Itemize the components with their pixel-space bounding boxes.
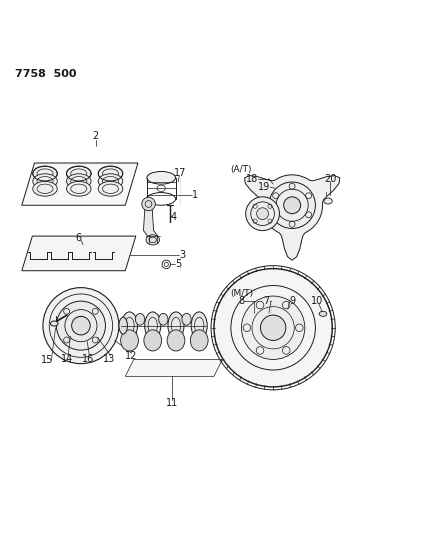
Text: 2: 2 <box>92 132 99 141</box>
Polygon shape <box>143 204 158 243</box>
Ellipse shape <box>67 174 91 189</box>
Polygon shape <box>22 236 136 271</box>
Ellipse shape <box>33 181 57 196</box>
Polygon shape <box>125 359 223 376</box>
Circle shape <box>257 208 268 220</box>
Circle shape <box>269 182 315 229</box>
Text: 12: 12 <box>125 351 138 361</box>
Circle shape <box>71 317 90 335</box>
Ellipse shape <box>191 312 207 340</box>
Text: 11: 11 <box>166 398 178 408</box>
Circle shape <box>246 197 279 231</box>
Ellipse shape <box>135 313 145 325</box>
Ellipse shape <box>122 312 137 340</box>
Polygon shape <box>22 163 138 205</box>
Text: 15: 15 <box>41 356 54 365</box>
Text: 18: 18 <box>246 174 258 184</box>
Ellipse shape <box>319 311 327 317</box>
Ellipse shape <box>98 166 123 181</box>
Circle shape <box>241 296 305 359</box>
Ellipse shape <box>146 235 160 245</box>
Text: 6: 6 <box>76 233 82 243</box>
Text: 7: 7 <box>264 296 270 306</box>
Text: 9: 9 <box>289 296 295 306</box>
Text: 19: 19 <box>258 182 270 192</box>
Text: 4: 4 <box>171 212 177 222</box>
Circle shape <box>214 269 332 387</box>
Text: 14: 14 <box>61 353 73 364</box>
Ellipse shape <box>51 321 58 326</box>
Ellipse shape <box>145 312 161 340</box>
Text: 7758  500: 7758 500 <box>15 69 77 79</box>
Ellipse shape <box>190 330 208 351</box>
Ellipse shape <box>167 330 185 351</box>
Ellipse shape <box>159 313 168 325</box>
Text: (M/T): (M/T) <box>230 289 253 298</box>
Ellipse shape <box>33 174 57 189</box>
Text: (A/T): (A/T) <box>230 165 251 174</box>
Ellipse shape <box>98 181 123 196</box>
Polygon shape <box>244 175 340 260</box>
Circle shape <box>43 288 119 364</box>
Ellipse shape <box>67 166 91 181</box>
Text: 10: 10 <box>312 296 324 306</box>
Ellipse shape <box>119 317 128 334</box>
Circle shape <box>284 197 300 214</box>
Text: 16: 16 <box>82 353 94 364</box>
Ellipse shape <box>121 330 138 351</box>
Text: 1: 1 <box>192 190 198 200</box>
Ellipse shape <box>168 312 184 340</box>
Text: 3: 3 <box>179 249 185 260</box>
Circle shape <box>261 315 286 341</box>
Circle shape <box>142 197 155 211</box>
Circle shape <box>56 301 105 350</box>
Ellipse shape <box>98 174 123 189</box>
Text: 17: 17 <box>174 168 186 177</box>
Text: 13: 13 <box>103 353 116 364</box>
Ellipse shape <box>144 330 162 351</box>
Ellipse shape <box>33 166 57 181</box>
Text: 5: 5 <box>175 260 181 269</box>
Text: 8: 8 <box>238 296 244 306</box>
Ellipse shape <box>147 172 175 184</box>
Ellipse shape <box>324 198 332 204</box>
Ellipse shape <box>67 181 91 196</box>
Text: 20: 20 <box>324 174 336 184</box>
Ellipse shape <box>182 313 191 325</box>
